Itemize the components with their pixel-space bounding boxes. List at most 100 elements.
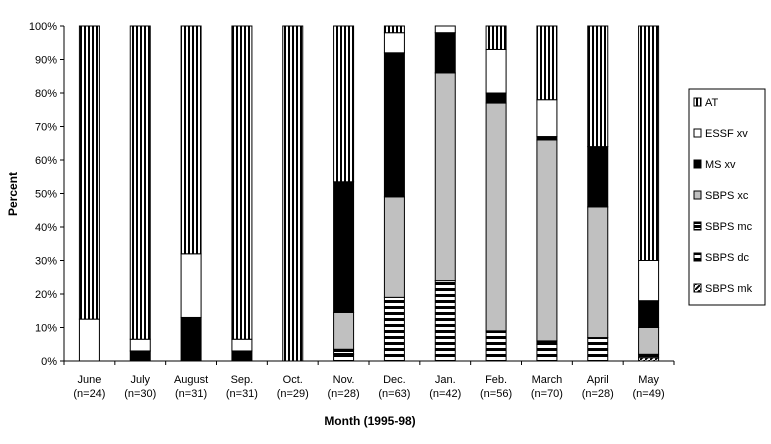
bar-segment xyxy=(638,300,660,329)
bar-segment xyxy=(587,206,609,339)
x-tick-sublabel: (n=42) xyxy=(429,388,461,400)
bar-segment xyxy=(78,318,100,362)
bar-segment xyxy=(231,25,253,340)
bar-segment xyxy=(434,32,456,74)
x-tick-sublabel: (n=49) xyxy=(633,388,665,400)
y-tick-label: 90% xyxy=(35,55,57,67)
bars xyxy=(78,25,660,362)
legend-label: MS xv xyxy=(705,159,736,171)
x-tick-sublabel: (n=28) xyxy=(582,388,614,400)
bar-segment xyxy=(485,330,507,362)
bar-segment xyxy=(638,327,660,355)
x-tick-sublabel: (n=24) xyxy=(73,388,105,400)
bar-segment xyxy=(536,136,558,141)
bar-segment xyxy=(383,32,405,54)
x-tick-label: July xyxy=(130,374,150,386)
legend-swatch xyxy=(693,252,702,262)
x-tick-label: Dec. xyxy=(383,374,406,386)
x-tick-sublabel: (n=70) xyxy=(531,388,563,400)
bar-segment xyxy=(536,99,558,138)
bar-segment xyxy=(536,340,558,345)
bar-segment xyxy=(383,25,405,34)
x-tick-label: March xyxy=(532,374,563,386)
bar-segment xyxy=(587,25,609,148)
bar-segment xyxy=(434,280,456,362)
bar-segment xyxy=(536,343,558,362)
bar-segment xyxy=(129,350,151,362)
bar-segment xyxy=(129,25,151,340)
x-tick-sublabel: (n=63) xyxy=(378,388,410,400)
x-tick-label: Nov. xyxy=(333,374,355,386)
x-tick-sublabel: (n=31) xyxy=(175,388,207,400)
legend-label: SBPS mk xyxy=(705,283,753,295)
legend-label: SBPS mc xyxy=(705,221,753,233)
x-tick-label: Sep. xyxy=(231,374,254,386)
bar-segment xyxy=(485,92,507,104)
bar-segment xyxy=(638,260,660,302)
legend-box xyxy=(688,88,766,306)
bar-segment xyxy=(485,25,507,50)
y-tick-label: 10% xyxy=(35,323,57,335)
bar-segment xyxy=(485,48,507,94)
bar-segment xyxy=(180,253,202,318)
bar-segment xyxy=(333,181,355,313)
bar-segment xyxy=(231,350,253,362)
legend-swatch xyxy=(693,159,702,169)
x-tick-sublabel: (n=30) xyxy=(124,388,156,400)
x-axis-title: Month (1995-98) xyxy=(324,414,415,428)
bar-segment xyxy=(383,296,405,362)
bar-segment xyxy=(129,338,151,352)
bar-segment xyxy=(333,25,355,183)
y-axis: 0% 10% 20% 30% 40% 50% 60% 70% 80% 90% 100% xyxy=(29,21,65,368)
legend-label: SBPS dc xyxy=(705,252,750,264)
bar-segment xyxy=(638,25,660,261)
bar-segment xyxy=(536,25,558,101)
legend-label: ESSF xv xyxy=(705,128,748,140)
bar-segment xyxy=(638,357,660,362)
x-tick-sublabel: (n=29) xyxy=(277,388,309,400)
y-tick-label: 0% xyxy=(41,356,57,368)
bar-segment xyxy=(434,25,456,34)
bar-segment xyxy=(485,102,507,332)
bar-segment xyxy=(78,25,100,320)
legend-swatch xyxy=(693,283,702,293)
x-tick-sublabel: (n=28) xyxy=(328,388,360,400)
legend-swatch xyxy=(693,190,702,200)
bar-segment xyxy=(333,353,355,362)
x-tick-label: May xyxy=(638,374,659,386)
legend-label: SBPS xc xyxy=(705,190,749,202)
bar-segment xyxy=(282,25,304,362)
bar-segment xyxy=(536,139,558,342)
y-tick-label: 20% xyxy=(35,289,57,301)
bar-segment xyxy=(638,353,660,359)
x-tick-label: Oct. xyxy=(283,374,303,386)
bar-segment xyxy=(333,311,355,350)
y-tick-label: 30% xyxy=(35,256,57,268)
x-tick-label: Jan. xyxy=(435,374,456,386)
legend-swatch xyxy=(693,97,702,107)
y-tick-label: 60% xyxy=(35,155,57,167)
bar-segment xyxy=(383,52,405,198)
bar-segment xyxy=(383,196,405,298)
bar-segment xyxy=(333,348,355,355)
legend-swatch xyxy=(693,221,702,231)
legend: AT ESSF xv MS xv SBPS xc SBPS mc SBPS dc SBPS … xyxy=(688,88,766,306)
y-axis-title: Percent xyxy=(6,172,20,216)
x-axis: June (n=24) July (n=30) August (n=31) Sep. (n=3… xyxy=(63,360,675,400)
x-tick-label: April xyxy=(587,374,609,386)
legend-swatch xyxy=(693,128,702,138)
x-tick-label: Feb. xyxy=(485,374,507,386)
bar-segment xyxy=(180,316,202,362)
bar-segment xyxy=(434,72,456,282)
x-tick-sublabel: (n=31) xyxy=(226,388,258,400)
x-tick-label: August xyxy=(174,374,208,386)
bar-segment xyxy=(587,146,609,208)
y-tick-label: 100% xyxy=(29,21,57,33)
bar-segment xyxy=(587,337,609,362)
bar-segment xyxy=(180,25,202,255)
y-tick-label: 80% xyxy=(35,88,57,100)
y-tick-label: 50% xyxy=(35,189,57,201)
bar-segment xyxy=(231,338,253,352)
y-tick-label: 40% xyxy=(35,222,57,234)
